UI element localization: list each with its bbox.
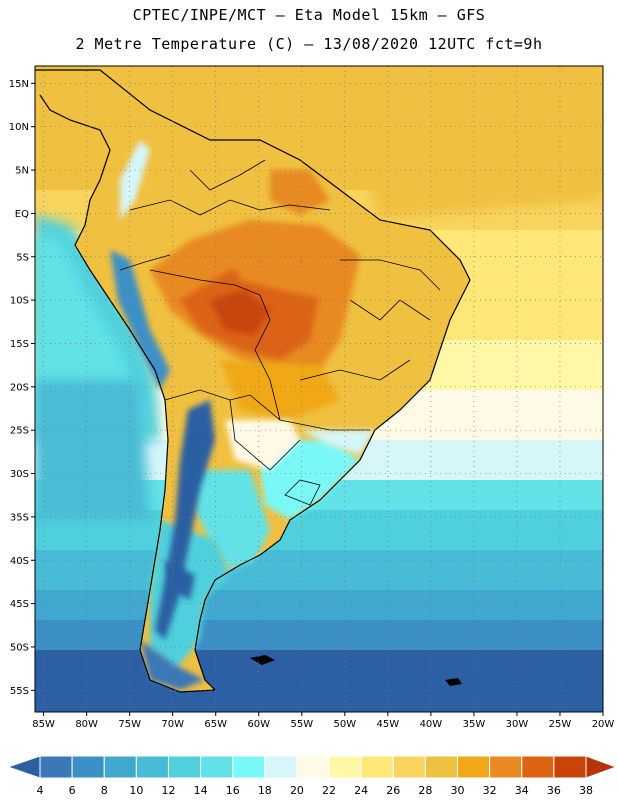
lat-tick-label: 30S xyxy=(10,469,29,480)
colorbar-swatch xyxy=(360,755,394,779)
lon-tick-label: 60W xyxy=(247,719,270,730)
colorbar-label: 22 xyxy=(322,784,336,797)
map-frame xyxy=(34,65,604,713)
lat-tick-label: 25S xyxy=(10,426,29,437)
lon-tick-label: 50W xyxy=(334,719,357,730)
colorbar-swatch xyxy=(328,755,362,779)
colorbar-swatch xyxy=(489,755,523,779)
colorbar-swatch xyxy=(521,755,555,779)
colorbar-label: 14 xyxy=(194,784,208,797)
colorbar: 4 6 8 10 12 14 16 18 20 22 24 26 28 30 32 34 36 38 xyxy=(6,755,618,797)
colorbar-label: 16 xyxy=(226,784,240,797)
lon-tick-label: 80W xyxy=(75,719,98,730)
lon-tick-label: 25W xyxy=(549,719,572,730)
colorbar-label: 20 xyxy=(290,784,304,797)
colorbar-swatch xyxy=(39,755,73,779)
lon-tick-label: 55W xyxy=(290,719,313,730)
map-title-line-1: CPTEC/INPE/MCT – Eta Model 15km – GFS xyxy=(132,6,486,24)
colorbar-label: 24 xyxy=(354,784,368,797)
colorbar-high-arrow xyxy=(585,755,618,779)
colorbar-label: 32 xyxy=(483,784,497,797)
lat-tick-label: 40S xyxy=(10,556,29,567)
colorbar-swatch xyxy=(264,755,298,779)
lat-tick-label: 35S xyxy=(10,512,29,523)
lon-tick-label: 75W xyxy=(118,719,141,730)
lon-tick-label: 20W xyxy=(592,719,615,730)
lat-tick-label: 20S xyxy=(10,382,29,393)
south-america-landmass xyxy=(35,69,471,693)
lat-tick-label: 5N xyxy=(15,166,29,177)
colorbar-swatch xyxy=(135,755,169,779)
colorbar-swatch xyxy=(200,755,234,779)
colorbar-label: 26 xyxy=(386,784,400,797)
lon-tick-label: 65W xyxy=(204,719,227,730)
colorbar-label: 12 xyxy=(161,784,175,797)
lat-tick-label: 5S xyxy=(16,252,29,263)
colorbar-label: 6 xyxy=(69,784,76,797)
colorbar-swatch xyxy=(232,755,266,779)
colorbar-label: 28 xyxy=(418,784,432,797)
lon-tick-label: 35W xyxy=(463,719,486,730)
lat-tick-label: 10S xyxy=(10,296,29,307)
colorbar-label: 30 xyxy=(451,784,465,797)
lat-tick-label: EQ xyxy=(15,209,29,220)
lon-tick-label: 85W xyxy=(32,719,55,730)
lat-tick-label: 15S xyxy=(10,339,29,350)
lat-tick-label: 45S xyxy=(10,599,29,610)
colorbar-swatch xyxy=(424,755,459,779)
colorbar-swatch xyxy=(553,755,587,779)
colorbar-label: 18 xyxy=(258,784,272,797)
lat-tick-label: 10N xyxy=(9,122,29,133)
colorbar-label: 34 xyxy=(515,784,529,797)
lon-tick-label: 40W xyxy=(420,719,443,730)
colorbar-low-arrow xyxy=(6,755,41,779)
colorbar-swatch xyxy=(103,755,137,779)
temperature-field xyxy=(35,66,603,712)
colorbar-label: 36 xyxy=(547,784,561,797)
colorbar-swatch xyxy=(167,755,202,779)
lat-tick-label: 15N xyxy=(9,79,29,90)
colorbar-swatch xyxy=(296,755,330,779)
map-axes: 85W 80W 75W 70W 65W 60W 55W 50W 45W 40W 35W 30W 25W 2… xyxy=(9,79,615,730)
lon-tick-label: 70W xyxy=(161,719,184,730)
colorbar-label: 38 xyxy=(579,784,593,797)
colorbar-swatch xyxy=(457,755,491,779)
lat-tick-label: 50S xyxy=(10,642,29,653)
lon-tick-label: 45W xyxy=(377,719,400,730)
colorbar-label: 4 xyxy=(37,784,44,797)
colorbar-swatch xyxy=(392,755,426,779)
lon-tick-label: 30W xyxy=(506,719,529,730)
map-title-line-2: 2 Metre Temperature (C) – 13/08/2020 12U… xyxy=(75,35,543,53)
colorbar-label: 8 xyxy=(101,784,108,797)
lat-tick-label: 55S xyxy=(10,686,29,697)
colorbar-swatch xyxy=(71,755,105,779)
colorbar-label: 10 xyxy=(129,784,143,797)
